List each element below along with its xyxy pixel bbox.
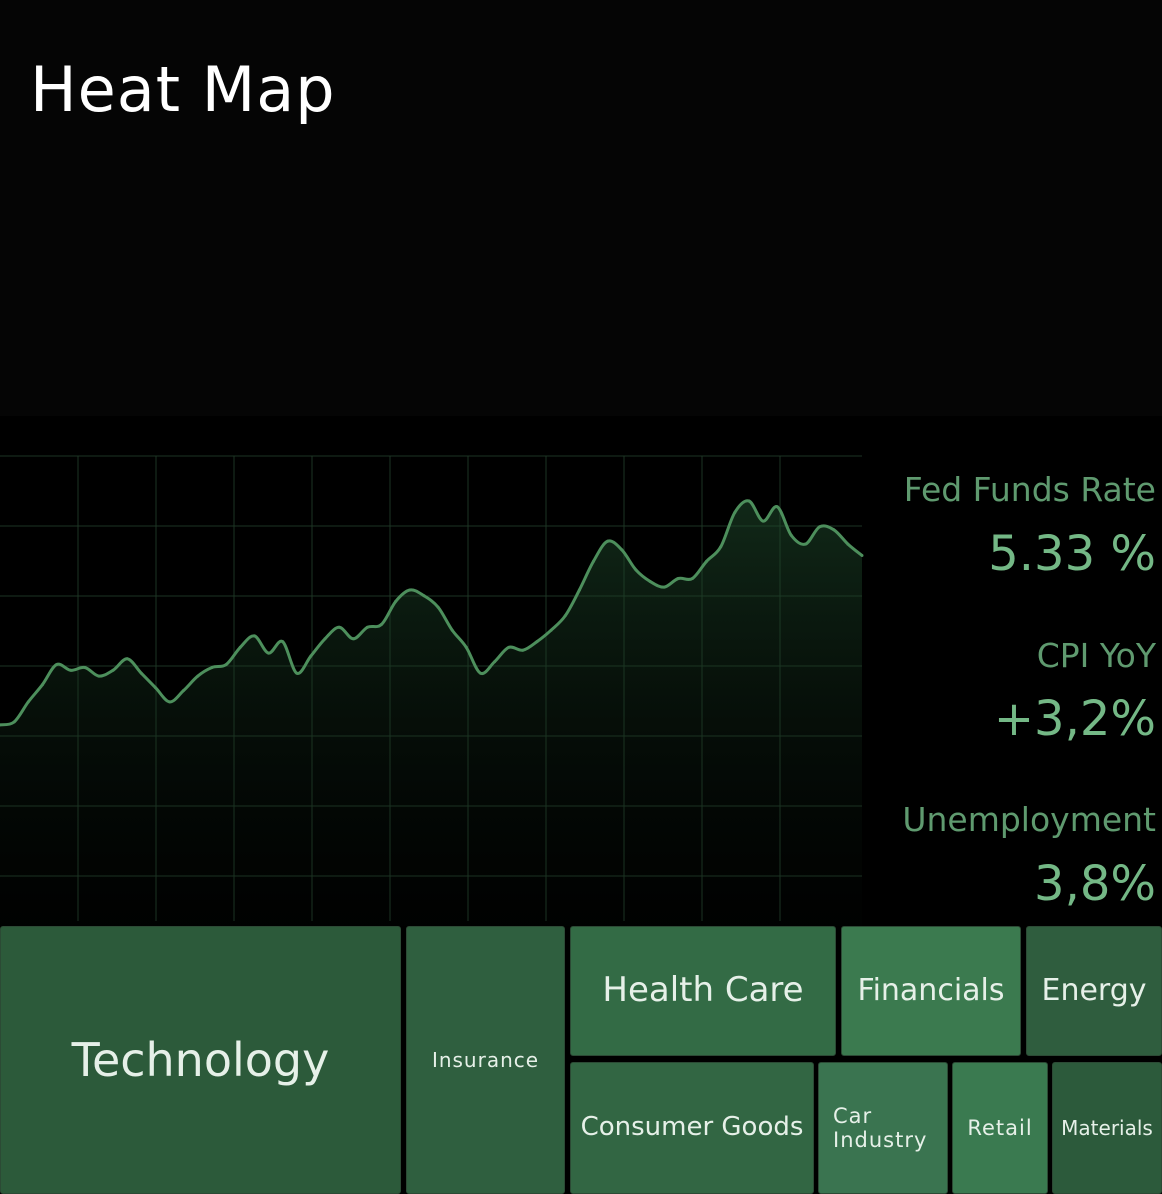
- data-point: [295, 671, 299, 675]
- data-point: [196, 674, 200, 678]
- fed-funds-rate-label: Fed Funds Rate: [903, 470, 1156, 509]
- data-point: [804, 542, 807, 546]
- data-point: [832, 528, 836, 532]
- series-line: [0, 499, 863, 727]
- data-point: [775, 505, 779, 509]
- tile-label: Technology: [71, 1032, 330, 1087]
- tile-label: Consumer Goods: [580, 1112, 804, 1143]
- data-point: [210, 666, 214, 669]
- data-point: [252, 634, 256, 638]
- data-point: [521, 648, 525, 652]
- tile-energy[interactable]: Energy: [1026, 926, 1162, 1056]
- data-point: [125, 657, 129, 661]
- data-point: [789, 533, 793, 537]
- sector-treemap: Technology Insurance Health Care Financi…: [0, 926, 1162, 1194]
- data-point: [479, 671, 482, 675]
- data-point: [323, 637, 327, 641]
- data-point: [224, 663, 228, 667]
- data-point: [747, 499, 751, 503]
- tile-technology[interactable]: Technology: [0, 926, 401, 1194]
- data-point: [351, 637, 355, 641]
- data-point: [97, 674, 101, 678]
- tile-label: Materials: [1061, 1115, 1153, 1140]
- data-point: [860, 554, 864, 557]
- data-point: [26, 700, 30, 704]
- data-point: [69, 668, 73, 672]
- data-point: [436, 605, 440, 609]
- data-point: [153, 686, 157, 690]
- data-point: [182, 688, 186, 692]
- data-point: [719, 545, 723, 549]
- data-point: [83, 666, 87, 669]
- data-point: [577, 588, 581, 592]
- data-point: [690, 577, 694, 580]
- data-point: [55, 663, 58, 667]
- tile-materials[interactable]: Materials: [1052, 1062, 1162, 1194]
- data-point: [705, 559, 709, 563]
- tile-label: Retail: [967, 1115, 1033, 1140]
- series-area: [0, 500, 862, 926]
- tile-label: Insurance: [431, 1047, 540, 1072]
- data-point: [761, 519, 765, 523]
- series-points: [0, 499, 864, 727]
- fed-funds-rate-value: 5.33 %: [988, 526, 1156, 582]
- data-point: [634, 568, 638, 572]
- tile-consumer-goods[interactable]: Consumer Goods: [570, 1062, 814, 1194]
- tile-health-care[interactable]: Health Care: [570, 926, 836, 1056]
- data-point: [648, 579, 652, 583]
- data-point: [238, 645, 242, 649]
- data-point: [0, 723, 2, 727]
- data-point: [818, 525, 822, 529]
- data-point: [40, 683, 44, 687]
- data-point: [549, 628, 553, 632]
- data-point: [365, 625, 369, 629]
- unemployment-label: Unemployment: [902, 800, 1156, 839]
- data-point: [592, 559, 595, 563]
- unemployment-value: 3,8%: [1034, 856, 1156, 912]
- data-point: [168, 700, 172, 704]
- data-point: [394, 599, 398, 603]
- tile-label: Energy: [1041, 972, 1147, 1008]
- data-point: [846, 542, 850, 546]
- dashboard-panel: Fed Funds Rate 5.33 % CPI YoY +3,2% Unem…: [0, 416, 1162, 1194]
- data-point: [507, 645, 511, 649]
- data-point: [535, 640, 539, 644]
- data-point: [450, 628, 454, 632]
- stats-panel: Fed Funds Rate 5.33 % CPI YoY +3,2% Unem…: [870, 416, 1162, 926]
- data-point: [408, 588, 412, 592]
- data-point: [464, 645, 468, 649]
- data-point: [281, 640, 285, 644]
- tile-label: Car Industry: [833, 1103, 928, 1152]
- tile-insurance[interactable]: Insurance: [406, 926, 565, 1194]
- tile-label: Health Care: [602, 970, 804, 1011]
- tile-car-industry[interactable]: Car Industry: [818, 1062, 948, 1194]
- data-point: [309, 654, 313, 658]
- data-point: [422, 594, 426, 598]
- cpi-yoy-label: CPI YoY: [1036, 636, 1156, 675]
- tile-label: Financials: [857, 972, 1005, 1008]
- data-point: [620, 548, 624, 552]
- data-point: [111, 668, 115, 672]
- data-point: [12, 720, 16, 724]
- data-point: [493, 660, 497, 664]
- data-point: [139, 671, 143, 675]
- data-point: [267, 651, 270, 655]
- data-point: [733, 511, 737, 514]
- line-chart: [0, 455, 864, 926]
- tile-retail[interactable]: Retail: [952, 1062, 1048, 1194]
- data-point: [676, 577, 680, 580]
- data-point: [606, 539, 610, 543]
- cpi-yoy-value: +3,2%: [993, 691, 1156, 747]
- page-title: Heat Map: [30, 53, 336, 126]
- data-point: [662, 585, 666, 589]
- data-point: [563, 614, 567, 618]
- data-point: [337, 625, 341, 629]
- tile-financials[interactable]: Financials: [841, 926, 1021, 1056]
- data-point: [380, 622, 383, 626]
